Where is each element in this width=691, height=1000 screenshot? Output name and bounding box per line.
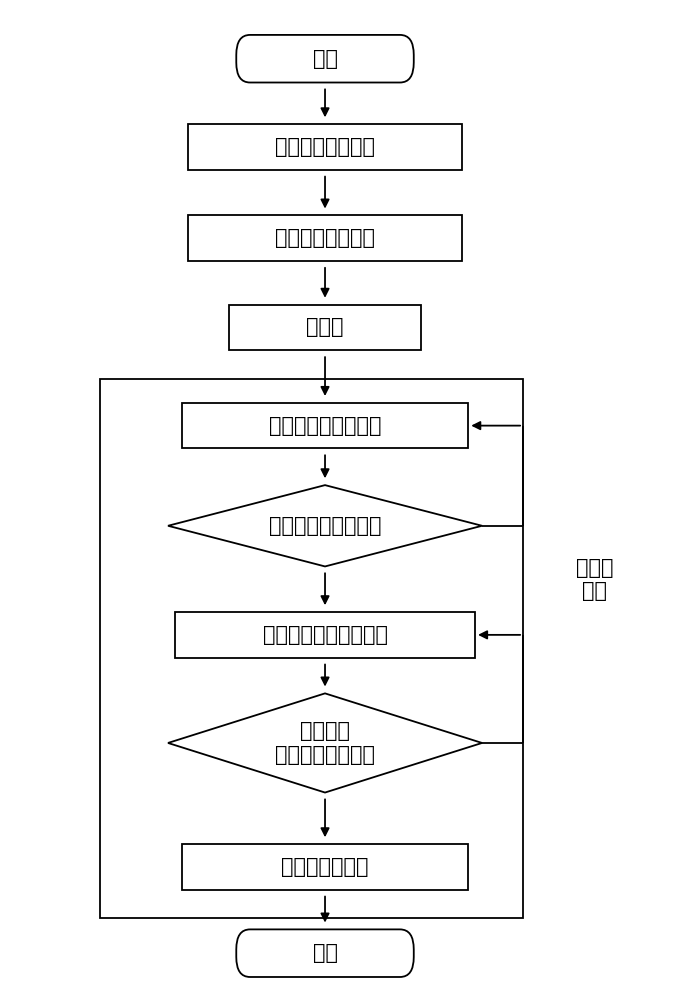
FancyBboxPatch shape [236,35,414,83]
Polygon shape [168,693,482,793]
FancyBboxPatch shape [175,612,475,658]
Text: 粗对准: 粗对准 [306,317,343,337]
Text: 开始: 开始 [312,49,337,69]
Text: 精对准
过程: 精对准 过程 [576,558,614,601]
FancyBboxPatch shape [229,305,421,350]
Text: 按预定旋转次序转动: 按预定旋转次序转动 [269,416,381,436]
Text: 是否到达
输出对准结果时机: 是否到达 输出对准结果时机 [275,721,375,765]
Text: 水平轴旋转至零位: 水平轴旋转至零位 [275,228,375,248]
FancyBboxPatch shape [236,929,414,977]
Text: 按新转位控制转轴旋转: 按新转位控制转轴旋转 [263,625,388,645]
Text: 是否到达新控制转位: 是否到达新控制转位 [269,516,381,536]
Polygon shape [168,485,482,566]
FancyBboxPatch shape [189,215,462,261]
FancyBboxPatch shape [182,403,468,448]
Text: 方位轴旋转至零位: 方位轴旋转至零位 [275,137,375,157]
Text: 输出精对准结果: 输出精对准结果 [281,857,369,877]
FancyBboxPatch shape [189,124,462,170]
FancyBboxPatch shape [182,844,468,890]
Text: 结束: 结束 [312,943,337,963]
